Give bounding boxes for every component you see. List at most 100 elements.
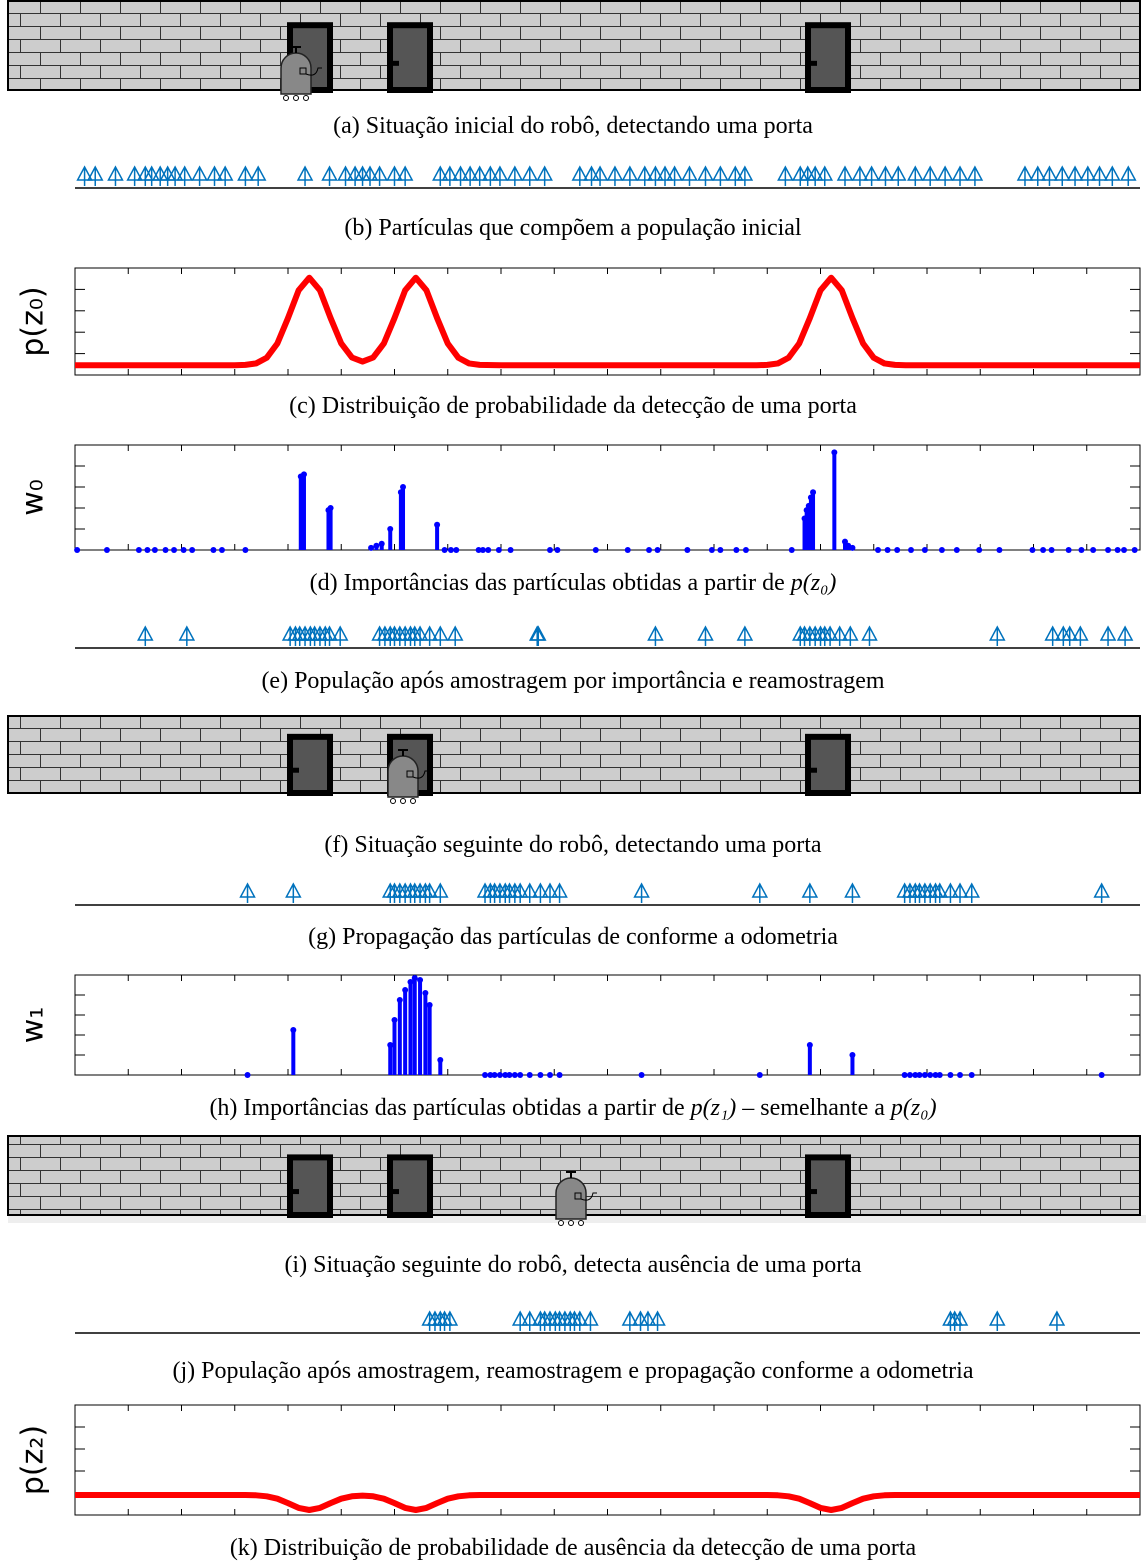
door-handle <box>291 1189 299 1195</box>
weight-stem <box>426 1002 433 1075</box>
stem-dot <box>554 547 561 553</box>
particle <box>571 1310 589 1331</box>
particle <box>1120 165 1137 186</box>
stem-dot <box>996 547 1003 553</box>
particle <box>216 165 234 186</box>
weight-stem <box>556 1072 563 1078</box>
stem-dot <box>654 547 661 553</box>
caption-text: (g) Propagação das partículas de conform… <box>308 924 838 950</box>
weight-stem <box>1098 1072 1105 1078</box>
particle <box>551 882 568 903</box>
particle <box>1079 165 1097 186</box>
particle <box>176 165 193 186</box>
weight-stem <box>511 1072 518 1078</box>
door <box>387 22 433 94</box>
particle <box>621 1310 639 1331</box>
particle <box>321 625 338 646</box>
robot-wheel <box>400 798 406 804</box>
stem-dot <box>1029 547 1036 553</box>
particle <box>331 625 349 646</box>
y-axis-label: w₀ <box>16 479 51 516</box>
stem-dot <box>441 547 448 553</box>
stem-dot <box>638 1072 645 1078</box>
particle <box>206 165 223 186</box>
stem-dot <box>624 547 631 553</box>
stem-dot <box>447 547 454 553</box>
stem-dot <box>953 547 960 553</box>
stem-dot <box>290 1027 297 1033</box>
caption-math: p(z₀) <box>789 570 837 596</box>
stem-dot <box>218 547 225 553</box>
weight-stem <box>908 547 915 553</box>
particle <box>951 1310 969 1331</box>
weight-stem <box>441 547 448 553</box>
caption: (k) Distribuição de probabilidade de aus… <box>230 1535 917 1561</box>
stem-dot <box>479 547 486 553</box>
y-axis-label: p(z₂) <box>16 1425 51 1495</box>
stem-dot <box>932 1072 939 1078</box>
stem-dot <box>507 547 514 553</box>
particle <box>126 165 143 186</box>
weight-stem <box>1029 547 1036 553</box>
particle <box>446 625 464 646</box>
robot-body <box>387 755 419 798</box>
stem-dot <box>502 1072 509 1078</box>
caption: (j) População após amostragem, reamostra… <box>172 1358 973 1384</box>
weight-stem <box>434 521 441 550</box>
weight-stem <box>417 977 424 1075</box>
weight-stem <box>180 547 187 553</box>
particle <box>583 165 600 186</box>
particle <box>851 165 869 186</box>
stem-dot <box>387 1042 394 1048</box>
stem-dot <box>144 547 151 553</box>
door <box>387 1154 433 1219</box>
particle <box>285 882 302 903</box>
weight-stem <box>387 1042 394 1075</box>
stem-dot <box>742 547 749 553</box>
door-handle <box>809 60 817 66</box>
weight-stem <box>242 547 249 553</box>
stem-dot <box>1131 547 1138 553</box>
particle <box>751 882 769 903</box>
particle <box>521 1310 539 1331</box>
particle <box>1091 165 1108 186</box>
weight-stem <box>378 540 385 550</box>
caption-text: (d) Importâncias das partículas obtidas … <box>310 570 791 596</box>
weight-stem <box>502 1072 509 1078</box>
caption: (c) Distribuição de probabilidade da det… <box>289 393 857 419</box>
particle <box>989 625 1006 646</box>
stem-dot <box>936 1072 943 1078</box>
weight-stem <box>402 987 409 1075</box>
caption: (g) Propagação das partículas de conform… <box>308 924 838 950</box>
weight-stem <box>447 547 454 553</box>
particle <box>633 882 650 903</box>
weight-stem <box>708 547 715 553</box>
weight-stem <box>912 1072 919 1078</box>
particle <box>591 165 609 186</box>
particle <box>530 625 547 646</box>
weight-stem <box>546 1072 553 1078</box>
caption-text: (h) Importâncias das partículas obtidas … <box>209 1095 690 1121</box>
stem-dot <box>407 979 414 985</box>
particle <box>86 165 104 186</box>
particle <box>386 165 403 186</box>
caption: (e) População após amostragem por import… <box>261 668 884 694</box>
plot-frame <box>74 267 1141 376</box>
weight-stem <box>953 547 960 553</box>
particle <box>1099 625 1117 646</box>
weight-stem <box>646 547 653 553</box>
particle <box>571 165 589 186</box>
weight-stem <box>1121 547 1128 553</box>
weight-stem <box>479 547 486 553</box>
weight-stem <box>218 547 225 553</box>
stem-dot <box>300 471 307 478</box>
weight-stem <box>1090 547 1097 553</box>
caption-text: (a) Situação inicial do robô, detectando… <box>333 113 813 139</box>
stem-dot <box>491 1072 498 1078</box>
stem-dot <box>708 547 715 553</box>
stem-dot <box>373 542 380 549</box>
particle <box>942 882 959 903</box>
weight-stem <box>916 1072 923 1078</box>
robot-wheel <box>283 95 289 101</box>
particle <box>989 1310 1006 1331</box>
